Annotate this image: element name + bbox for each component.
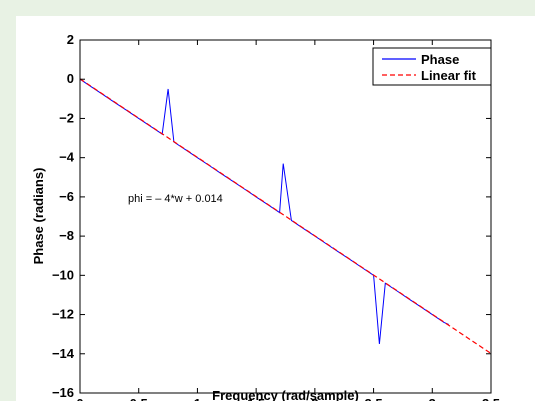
y-tick-label: −16 [52, 385, 74, 400]
y-tick-label: −8 [59, 228, 74, 243]
y-tick-label: −4 [59, 150, 75, 165]
plot-background [80, 40, 491, 393]
x-tick-label: 0.5 [130, 396, 148, 401]
y-tick-label: −14 [52, 346, 75, 361]
y-tick-label: −2 [59, 110, 74, 125]
plot-frame [79, 39, 492, 394]
legend-box [372, 47, 492, 86]
figure: 0 0.5 1 1.5 2 2.5 3 3.5 2 0 −2 −4 −6 −8 −10 −12 −14 −16 F… [16, 16, 535, 401]
y-tick-label: −10 [52, 267, 74, 282]
y-tick-label: 2 [67, 32, 74, 47]
legend: Phase Linear fit [372, 47, 492, 86]
y-tick-label: −6 [59, 189, 74, 204]
series-line-linear-fit [79, 78, 492, 354]
y-axis-label: Phase (radians) [31, 168, 46, 265]
y-tick-label: 0 [67, 71, 74, 86]
x-tick-label: 2.5 [365, 396, 383, 401]
x-tick-label: 3.5 [482, 396, 500, 401]
series-layer [79, 78, 492, 354]
x-tick-label: 0 [76, 396, 83, 401]
tick-layer: 0 0.5 1 1.5 2 2.5 3 3.5 2 0 −2 −4 −6 −8 −10 −12 −14 −16 [52, 32, 500, 401]
x-tick-label: 2 [311, 396, 318, 401]
chart: 0 0.5 1 1.5 2 2.5 3 3.5 2 0 −2 −4 −6 −8 −10 −12 −14 −16 F… [31, 32, 500, 401]
annotation-text: phi = – 4*w + 0.014 [128, 193, 223, 205]
legend-label-linear-fit: Linear fit [421, 68, 477, 83]
legend-label-phase: Phase [421, 52, 459, 67]
x-tick-label: 1 [194, 396, 201, 401]
y-tick-label: −12 [52, 307, 74, 322]
x-axis-label: Frequency (rad/sample) [212, 388, 359, 401]
x-tick-label: 1.5 [247, 396, 265, 401]
x-tick-label: 3 [429, 396, 436, 401]
